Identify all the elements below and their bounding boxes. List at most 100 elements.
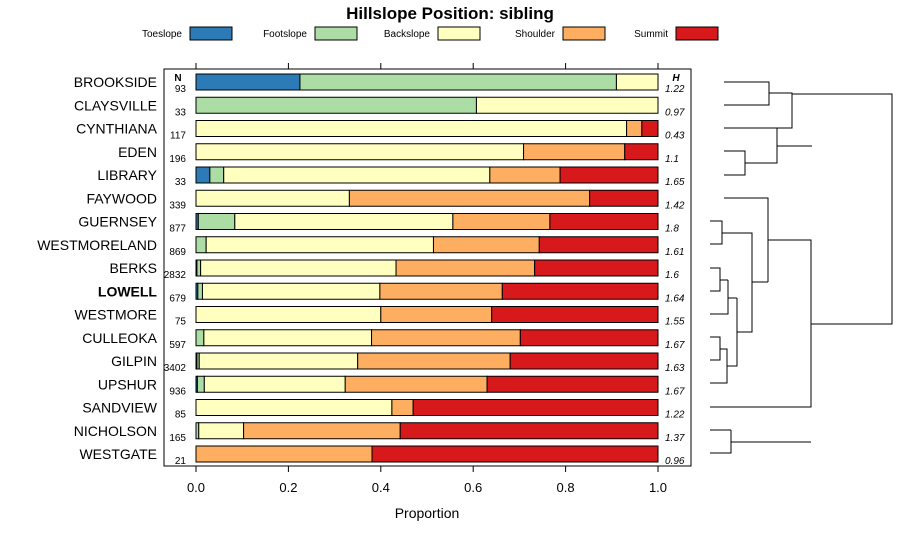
row-n-value: 597 xyxy=(169,340,186,351)
row-h-value: 0.97 xyxy=(665,107,685,118)
dendrogram-branch xyxy=(710,267,721,292)
row-n-value: 2832 xyxy=(164,270,187,281)
row-n-value: 679 xyxy=(169,293,186,304)
dendrogram xyxy=(710,81,893,454)
row-n-value: 339 xyxy=(169,200,186,211)
legend-label-summit: Summit xyxy=(634,29,668,40)
bar-segment-toeslope xyxy=(195,166,211,184)
row-berks: BERKS 2832 1.6 xyxy=(110,259,679,281)
row-h-value: 1.55 xyxy=(665,317,685,328)
bar-segment-footslope xyxy=(196,375,205,393)
x-tick-label: 0.6 xyxy=(464,480,482,495)
bar-segment-shoulder xyxy=(371,329,521,347)
bar-segment-summit xyxy=(501,282,659,300)
row-westmoreland: WESTMORELAND 869 1.61 xyxy=(37,236,684,258)
bar-segment-backslope xyxy=(203,375,346,393)
row-h-value: 1.8 xyxy=(665,224,679,235)
bar-segment-shoulder xyxy=(489,166,561,184)
legend-label-backslope: Backslope xyxy=(384,29,431,40)
h-column-header: H xyxy=(672,73,680,84)
legend-swatch-shoulder xyxy=(562,26,606,41)
x-axis-label: Proportion xyxy=(395,505,460,521)
row-h-value: 1.22 xyxy=(665,84,685,95)
row-label: LIBRARY xyxy=(97,167,157,183)
x-tick-label: 1.0 xyxy=(649,480,667,495)
bar-segment-footslope xyxy=(299,73,617,91)
legend-swatch-summit xyxy=(675,26,719,41)
bar-segment-shoulder xyxy=(348,189,591,207)
bar-segment-shoulder xyxy=(523,143,626,161)
bar-segment-backslope xyxy=(201,282,381,300)
bar-segment-shoulder xyxy=(395,259,536,277)
bar-segment-footslope xyxy=(195,236,207,254)
row-brookside: BROOKSIDE 93 1.22 xyxy=(74,73,685,95)
dendrogram-branch xyxy=(724,197,769,282)
bar-segment-footslope xyxy=(196,259,202,277)
row-label: SANDVIEW xyxy=(82,400,157,416)
dendrogram-branch xyxy=(710,336,721,361)
bar-segment-summit xyxy=(399,422,659,440)
row-h-value: 1.61 xyxy=(665,247,684,258)
row-label: GILPIN xyxy=(111,353,157,369)
row-label: CLAYSVILLE xyxy=(74,97,157,113)
legend-label-toeslope: Toeslope xyxy=(142,29,182,40)
row-label: CYNTHIANA xyxy=(76,121,158,137)
bar-segment-summit xyxy=(641,120,659,137)
dendrogram-branch xyxy=(745,128,778,164)
row-eden: EDEN 196 1.1 xyxy=(118,143,679,165)
dendrogram-branch xyxy=(710,429,732,454)
bar-segment-footslope xyxy=(209,166,225,184)
row-n-value: 33 xyxy=(175,107,187,118)
row-label: NICHOLSON xyxy=(74,423,157,439)
row-label: FAYWOOD xyxy=(86,190,157,206)
row-h-value: 1.63 xyxy=(665,363,685,374)
bar-segment-summit xyxy=(624,143,659,161)
bar-segment-footslope xyxy=(197,282,203,300)
legend-swatch-toeslope xyxy=(189,26,233,41)
bar-segment-backslope xyxy=(203,329,373,347)
bar-segment-footslope xyxy=(197,213,236,230)
legend-swatch-footslope xyxy=(314,26,358,41)
bar-segment-backslope xyxy=(198,422,245,440)
bar-segment-shoulder xyxy=(357,352,511,370)
legend-label-footslope: Footslope xyxy=(263,29,307,40)
row-westmore: WESTMORE 75 1.55 xyxy=(75,306,685,328)
row-nicholson: NICHOLSON 165 1.37 xyxy=(74,422,685,444)
bar-segment-shoulder xyxy=(626,120,643,137)
row-h-value: 1.42 xyxy=(665,200,685,211)
bar-segment-summit xyxy=(549,213,659,230)
dendrogram-branch xyxy=(710,239,812,408)
dendrogram-branch xyxy=(710,280,729,315)
dendrogram-branch xyxy=(710,348,728,384)
bar-segment-backslope xyxy=(615,73,659,91)
bar-segment-backslope xyxy=(195,399,393,416)
dendrogram-branch xyxy=(792,93,893,325)
row-label: UPSHUR xyxy=(98,376,157,392)
row-n-value: 75 xyxy=(175,317,187,328)
bar-segment-shoulder xyxy=(391,399,414,416)
bar-segment-shoulder xyxy=(380,306,493,323)
row-n-value: 93 xyxy=(175,84,187,95)
bar-rows: BROOKSIDE 93 1.22 CLAYSVILLE 33 0.97 CYNTHIANA… xyxy=(37,73,685,467)
row-n-value: 869 xyxy=(169,247,186,258)
row-label: LOWELL xyxy=(98,283,158,299)
n-column-header: N xyxy=(174,73,181,84)
bar-segment-backslope xyxy=(195,306,382,323)
x-tick-label: 0.0 xyxy=(187,480,205,495)
row-h-value: 1.64 xyxy=(665,293,685,304)
row-label: WESTGATE xyxy=(79,446,157,462)
row-h-value: 0.43 xyxy=(665,131,685,142)
row-h-value: 1.67 xyxy=(665,386,685,397)
row-westgate: WESTGATE 21 0.96 xyxy=(79,445,685,467)
row-h-value: 1.65 xyxy=(665,177,685,188)
dendrogram-branch xyxy=(724,150,746,176)
row-library: LIBRARY 33 1.65 xyxy=(97,166,685,188)
row-label: BERKS xyxy=(110,260,157,276)
legend-label-shoulder: Shoulder xyxy=(515,29,556,40)
plot-frame xyxy=(163,68,692,467)
bar-segment-summit xyxy=(412,399,659,416)
row-n-value: 21 xyxy=(175,456,187,467)
row-lowell: LOWELL 679 1.64 xyxy=(98,282,685,304)
chart-title: Hillslope Position: sibling xyxy=(346,4,554,23)
row-sandview: SANDVIEW 85 1.22 xyxy=(82,399,685,421)
